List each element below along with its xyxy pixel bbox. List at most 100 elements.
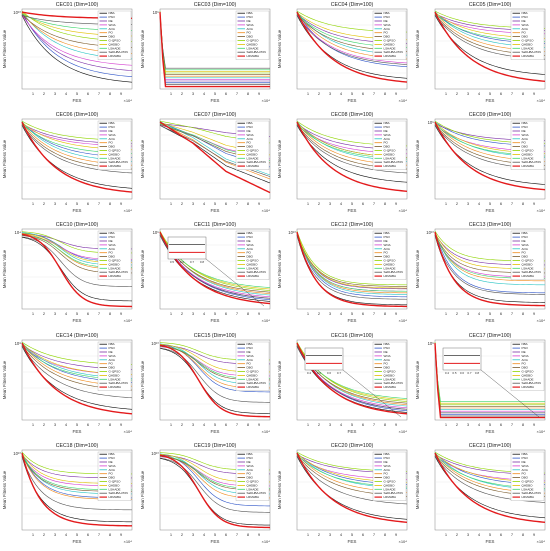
y-exponent-label: 10¹⁰ (151, 451, 159, 456)
legend-label: DBO (384, 475, 391, 479)
legend-label: G-QPSO (384, 39, 397, 43)
subplot-svg: CEC15 (Dim=100) 10¹⁰ Mean Fitness Value 1 2 3… (140, 333, 270, 434)
x-axis-label: FES (348, 429, 357, 434)
y-axis-label: Mean Fitness Value (415, 29, 420, 68)
x-tick-label: 6 (224, 422, 227, 427)
legend-label: SaDHBA-PDN (521, 160, 540, 164)
series-line-qhdbo (159, 12, 270, 72)
x-tick-label: 8 (384, 91, 387, 96)
subplot-1: CEC03 (Dim=100) 10⁵ Mean Fitness Value 1 2 3 4… (138, 0, 276, 110)
legend-label: PSO (521, 125, 528, 129)
x-tick-label: 7 (98, 532, 101, 537)
chart-title: CEC09 (Dim=100) (468, 112, 511, 118)
x-tick-label: 4 (477, 532, 480, 537)
legend-label: DBO (109, 365, 116, 369)
x-tick-label: 4 (202, 91, 205, 96)
inset-tick-label: 0.5 (317, 371, 322, 375)
legend-label: DE (246, 460, 250, 464)
x-tick-label: 6 (499, 422, 502, 427)
legend-label: G-QPSO (246, 39, 259, 43)
series-line-woa (21, 14, 133, 66)
legend-label: QHDBO (246, 153, 258, 157)
legend-box (510, 10, 544, 60)
legend-box (372, 231, 407, 281)
subplot-svg: CEC09 (Dim=100) 10⁵ Mean Fitness Value 1 2 3 4… (415, 112, 545, 213)
x-tick-label: 9 (395, 91, 398, 96)
legend-box (235, 451, 269, 501)
x-tick-label: 6 (87, 201, 90, 206)
inset-tick-label: 0.8 (474, 371, 479, 375)
legend-label: PO (246, 361, 251, 365)
legend-label: WOA (246, 464, 253, 468)
x-tick-label: 7 (235, 201, 238, 206)
x-tick-label: 5 (76, 311, 79, 316)
legend-label: DBO (109, 145, 116, 149)
x-tick-label: 8 (384, 422, 387, 427)
legend-label: NBA (246, 232, 252, 236)
subplot-svg: CEC07 (Dim=100) Mean Fitness Value 1 2 3 4 5 6 7… (140, 112, 270, 213)
y-exponent-label: 10⁵ (152, 10, 159, 15)
x-multiplier-label: ×10⁴ (398, 208, 407, 213)
legend-label: LRMHBA (109, 164, 122, 168)
series-line-woa (296, 14, 408, 64)
legend-label: AOA (109, 468, 115, 472)
x-axis-label: FES (485, 429, 494, 434)
series-line-lrmhba (159, 121, 270, 194)
x-tick-label: 4 (340, 532, 343, 537)
legend-label: DE (521, 239, 525, 243)
legend-label: LRMHBA (384, 274, 397, 278)
y-axis-label: Mean Fitness Value (277, 360, 282, 399)
x-tick-label: 3 (466, 422, 469, 427)
x-tick-label: 4 (340, 201, 343, 206)
x-tick-label: 7 (235, 422, 238, 427)
legend-label: PSO (384, 15, 391, 19)
x-tick-label: 8 (246, 311, 249, 316)
x-tick-label: 5 (488, 311, 491, 316)
inset-tick-label: 0.6 (459, 371, 464, 375)
series-line-nba (434, 345, 545, 416)
y-exponent-label: 10⁵ (152, 230, 159, 235)
legend-box (235, 10, 269, 60)
y-axis-label: Mean Fitness Value (277, 250, 282, 289)
subplot-svg: CEC19 (Dim=100) 10¹⁰ Mean Fitness Value 1 2 3… (140, 443, 270, 544)
legend-box (510, 451, 544, 501)
legend-label: DBO (521, 255, 528, 259)
series-line-nba (159, 15, 270, 85)
legend-label: G-QPSO (246, 149, 259, 153)
legend-label: LSHADE (246, 267, 258, 271)
x-tick-label: 7 (510, 422, 513, 427)
legend-label: G-QPSO (521, 369, 534, 373)
legend-label: SaDHBA-PDN (521, 381, 540, 385)
legend-label: DBO (246, 145, 253, 149)
legend-label: PSO (246, 346, 253, 350)
legend-label: AOA (521, 468, 527, 472)
y-axis-label: Mean Fitness Value (2, 250, 7, 289)
x-tick-label: 9 (532, 532, 535, 537)
legend-label: QHDBO (521, 373, 533, 377)
series-line-aoa (434, 342, 545, 410)
legend-label: AOA (521, 27, 527, 31)
subplot-svg: CEC04 (Dim=100) Mean Fitness Value 1 2 3 4 5 6 7… (277, 2, 408, 103)
legend-label: DBO (384, 255, 391, 259)
legend-label: QHDBO (384, 153, 396, 157)
legend-label: WOA (384, 23, 391, 27)
legend-label: NBA (384, 452, 390, 456)
chart-title: CEC06 (Dim=100) (56, 112, 99, 118)
legend-label: LRMHBA (246, 495, 259, 499)
x-tick-label: 3 (54, 532, 57, 537)
legend-label: LSHADE (384, 156, 396, 160)
x-multiplier-label: ×10⁴ (261, 208, 270, 213)
chart-title: CEC08 (Dim=100) (331, 112, 374, 118)
series-line-aoa (159, 11, 270, 79)
legend-label: DBO (246, 255, 253, 259)
x-axis-label: FES (348, 539, 357, 544)
x-tick-label: 3 (191, 422, 194, 427)
legend-label: QHDBO (246, 373, 258, 377)
legend-label: NBA (109, 232, 115, 236)
x-tick-label: 9 (120, 532, 123, 537)
x-tick-label: 5 (351, 422, 354, 427)
legend-box (510, 231, 544, 281)
x-tick-label: 7 (373, 201, 376, 206)
legend-label: DE (109, 19, 113, 23)
chart-title: CEC01 (Dim=100) (56, 2, 99, 8)
